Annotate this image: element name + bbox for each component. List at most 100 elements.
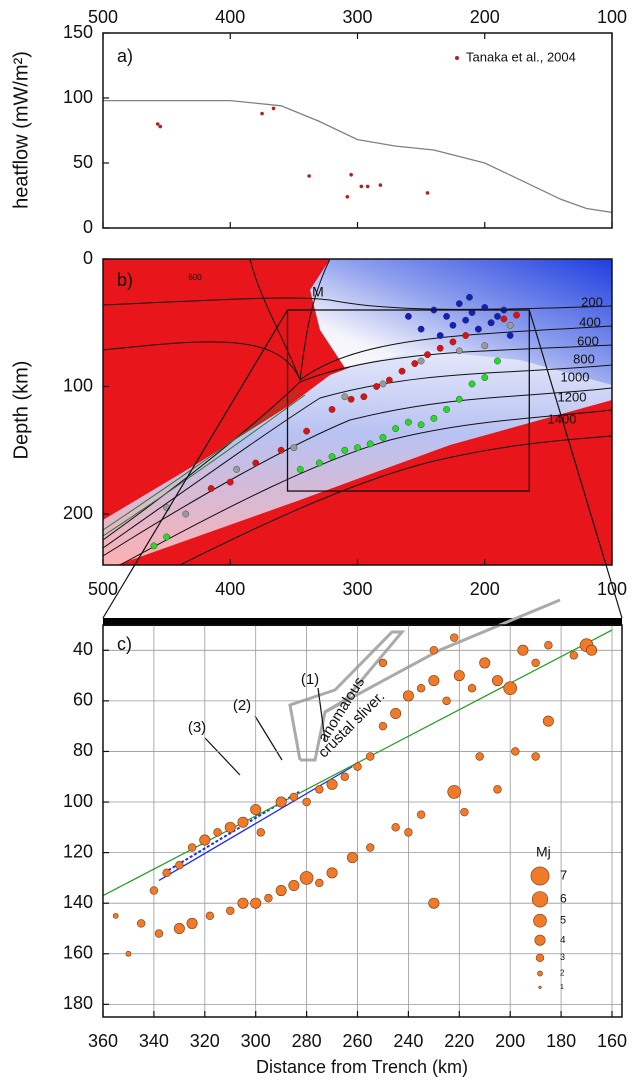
legend-size-label: 4 [560,935,566,946]
data-point [506,332,514,339]
isotherm-label: 600 [188,273,202,282]
data-point [378,183,383,187]
x-tick-label: 200 [470,579,500,599]
earthquake [404,828,413,837]
earthquake [378,721,388,731]
earthquake [467,684,477,693]
x-tick-label: 360 [88,1031,118,1051]
isotherm-label: 1200 [558,389,587,404]
earthquake [237,897,249,909]
data-point [506,321,514,329]
thermal-field [103,259,612,565]
data-point [468,380,476,388]
earthquake [491,675,503,687]
y-tick-label: 140 [63,892,93,912]
data-point [158,124,163,129]
x-tick-label: 260 [342,1031,372,1051]
plot-frame [102,624,623,1018]
y-tick-label: 80 [73,740,93,760]
data-point [328,453,336,461]
y-tick-label: 180 [63,993,93,1013]
earthquake [275,885,287,897]
legend-size-label: 5 [560,915,566,927]
earthquake [112,912,119,919]
inset-box [286,309,530,492]
x-tick-label: 320 [190,1031,220,1051]
data-point [315,459,323,467]
earthquake [264,893,273,903]
x-tick-label: 160 [597,1031,627,1051]
annotation: (1) [301,671,319,688]
earthquake [186,917,198,929]
data-point [163,533,171,541]
data-point [341,393,349,401]
earthquake [366,843,375,852]
data-point [443,406,450,413]
legend-size-marker [535,953,545,962]
slab-band [103,300,612,565]
data-point [425,191,430,195]
earthquake [154,929,164,938]
isotherm-label: 800 [573,351,595,366]
data-point [468,309,476,316]
data-point [341,446,349,454]
legend-size-label: 7 [560,867,567,882]
x-tick-label: 300 [241,1031,271,1051]
legend-size-label: 6 [560,891,567,905]
data-point [455,395,463,403]
y-tick-label: 100 [63,791,93,811]
earthquake [442,696,451,706]
model-line [103,99,613,214]
x-tick-label: 500 [88,579,118,599]
data-point [513,311,520,319]
earthquake [213,828,222,837]
isotherm-label: 1400 [548,411,577,426]
y-tick-label: 150 [63,22,93,42]
data-point [290,444,298,452]
earthquake [586,644,598,656]
y-tick-label: 160 [63,943,93,963]
legend-marker [455,56,459,60]
earthquake [302,797,311,807]
earthquake [479,657,491,669]
earthquake [187,843,197,852]
earthquake [569,651,579,660]
y-axis-label: Depth (km) [10,361,32,460]
data-point [307,174,311,178]
earthquake [315,878,324,888]
data-point [455,300,463,308]
data-point [150,542,158,550]
data-point [296,465,304,473]
earthquake [275,796,287,808]
data-point [474,325,482,333]
data-point [430,414,438,422]
isotherm-label: 1000 [561,369,590,384]
earthquake [416,810,426,819]
data-point [365,184,370,189]
x-tick-label: 240 [393,1031,423,1051]
panel-label: a) [117,46,133,66]
earthquake [237,816,249,828]
data-point [252,459,260,467]
cold-plate [310,259,612,385]
legend-size-marker [538,985,542,989]
x-tick-label: 100 [597,7,627,27]
earthquake [136,919,146,928]
data-point [379,434,387,441]
y-tick-label: 100 [63,87,93,107]
earthquake [391,823,400,832]
x-tick-label: 340 [139,1031,169,1051]
x-tick-label: 280 [292,1031,322,1051]
earthquake [250,804,262,816]
sliver-outline [288,630,406,762]
y-tick-label: 50 [73,152,93,172]
x-tick-label: 500 [88,7,118,27]
data-point [500,315,508,323]
data-point [481,374,489,381]
earthquake [429,646,439,655]
data-point [233,465,241,473]
data-point [373,383,380,390]
earthquake [226,906,235,915]
earthquake [460,807,469,817]
data-point [347,395,355,403]
